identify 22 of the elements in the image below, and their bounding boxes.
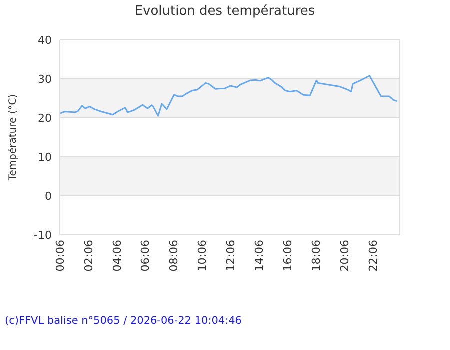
y-axis-title: Température (°C) [8, 94, 19, 182]
x-tick-label: 12:06 [224, 240, 238, 272]
x-tick-label: 02:06 [82, 240, 96, 272]
text: (c)FFVL balise n°5065 / 2026-06-22 10:04:46 [5, 315, 242, 327]
x-tick-label: 16:06 [281, 240, 294, 272]
x-tick-label: 14:06 [253, 240, 266, 272]
y-tick-label: 30 [38, 72, 52, 86]
y-tick-label: -10 [34, 228, 52, 242]
x-tick-label: 22:06 [366, 240, 380, 272]
x-tick-label: 04:06 [110, 240, 124, 272]
y-tick-label: 0 [45, 190, 52, 203]
x-tick-label: 06:06 [139, 240, 152, 272]
y-tick-label: 10 [38, 150, 52, 164]
chart-title: Evolution des températures [134, 4, 316, 19]
x-tick-label: 18:06 [310, 240, 323, 272]
y-tick-label: 20 [38, 112, 52, 125]
x-tick-label: 10:06 [196, 240, 210, 272]
x-tick-label: 20:06 [338, 240, 352, 272]
x-tick-label: 00:06 [54, 240, 67, 272]
y-tick-label: 40 [38, 34, 52, 47]
line-series [60, 75, 398, 117]
x-tick-label: 08:06 [168, 240, 181, 272]
